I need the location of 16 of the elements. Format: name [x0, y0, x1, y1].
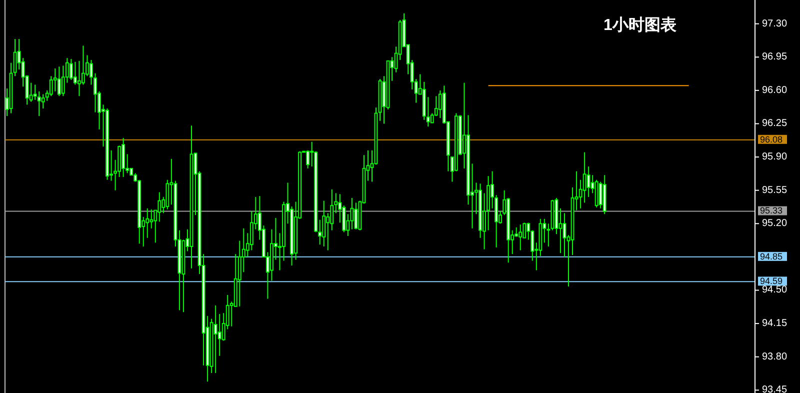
y-tick-label: 96.60	[762, 84, 788, 96]
y-tick-label: 96.25	[762, 118, 788, 130]
y-tick-label: 96.95	[762, 52, 788, 63]
y-tick-label: 94.15	[762, 318, 788, 330]
y-tick-label: 95.55	[762, 184, 788, 196]
y-tick-label: 97.30	[762, 18, 788, 30]
y-tick-label: 95.90	[762, 152, 788, 163]
ref-line-label: 96.08	[760, 134, 783, 144]
text: 1小时图表	[604, 16, 678, 34]
y-tick-label: 93.80	[762, 351, 788, 362]
y-tick-label: 95.20	[762, 218, 788, 230]
y-tick-label: 94.50	[762, 284, 788, 296]
y-tick-label: 93.45	[762, 384, 788, 393]
ref-line-label: 94.59	[760, 276, 783, 286]
ref-line-label: 95.33	[760, 206, 783, 216]
ref-line-label: 94.85	[760, 251, 783, 262]
